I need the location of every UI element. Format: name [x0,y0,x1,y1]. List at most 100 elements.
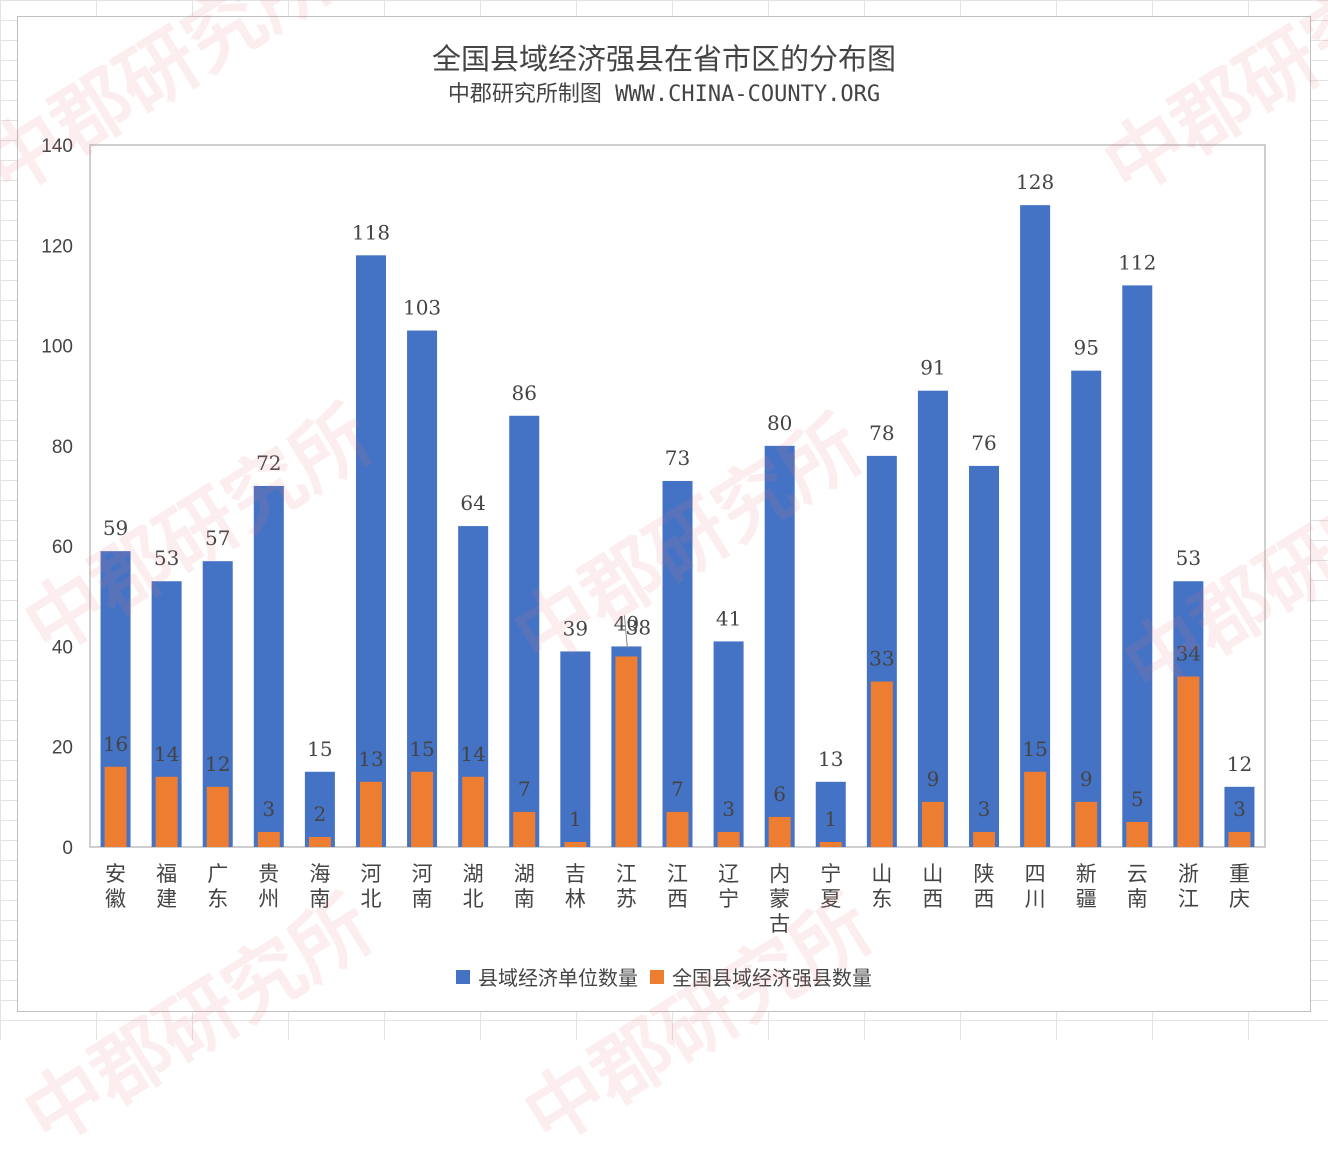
x-category-label: 吉林 [565,862,586,911]
bar-series-1 [662,480,693,847]
x-category-label: 安徽 [105,862,126,911]
data-label-series-1: 13 [818,747,843,771]
data-label-series-1: 15 [307,737,332,761]
x-category-label: 重庆 [1229,862,1250,911]
bar-series-2 [717,831,740,847]
data-label-series-2: 1 [569,807,582,831]
data-label-series-1: 53 [1176,546,1201,570]
legend-swatch-blue [456,969,470,984]
y-tick-label: 20 [52,738,73,759]
data-label-series-2: 6 [773,782,786,806]
bar-series-2 [615,656,638,847]
data-labels-layer: 5916531457127231521181310315641486739140… [103,170,1252,831]
x-category-label: 四川 [1025,862,1046,911]
y-tick-label: 120 [41,236,73,257]
bar-series-1 [1020,205,1051,847]
data-label-series-2: 3 [1233,797,1246,821]
y-tick-label: 60 [52,537,73,558]
bar-series-2 [1177,676,1200,847]
x-category-label: 新疆 [1076,862,1097,911]
chart-subtitle: 中郡研究所制图 WWW.CHINA-COUNTY.ORG [447,82,881,107]
legend-item-series-2[interactable]: 全国县域经济强县数量 [650,962,872,991]
bars-layer [100,205,1255,848]
data-label-series-1: 78 [869,421,894,445]
bar-series-2 [308,836,331,847]
data-label-series-2: 13 [358,747,383,771]
bar-series-2 [104,766,127,847]
y-tick-label: 100 [41,337,73,358]
x-category-label: 浙江 [1178,862,1199,911]
data-label-series-1: 39 [563,616,588,640]
bar-series-2 [513,811,536,847]
data-label-series-2: 7 [518,777,531,801]
x-category-label: 河南 [412,862,433,911]
data-label-series-1: 86 [512,381,537,405]
bar-series-1 [560,651,591,847]
data-label-series-2: 38 [626,615,651,639]
data-label-series-2: 14 [460,742,485,766]
legend-label-series-1: 县域经济单位数量 [478,966,638,990]
y-tick-label: 40 [52,637,73,658]
bar-series-1 [713,641,744,847]
chart-title: 全国县域经济强县在省市区的分布图 [431,42,896,76]
data-label-series-1: 59 [103,516,128,540]
bar-series-1 [969,465,1000,847]
bar-series-2 [921,801,944,847]
bar-series-2 [1024,771,1047,847]
chart-legend: 县域经济单位数量 全国县域经济强县数量 [0,962,1328,991]
data-label-series-2: 1 [824,807,837,831]
legend-swatch-orange [650,969,664,984]
bar-series-2 [768,816,791,847]
data-label-series-1: 95 [1073,336,1098,360]
x-category-label: 宁夏 [820,862,841,911]
bar-series-2 [564,841,587,847]
data-label-series-2: 14 [154,742,179,766]
axes-layer: 020406080100120140安徽福建广东贵州海南河北河南湖北湖南吉林江苏… [41,136,1266,936]
leader-line [623,615,628,649]
bar-series-2 [870,681,893,847]
legend-item-series-1[interactable]: 县域经济单位数量 [456,962,638,991]
bar-series-2 [1228,831,1251,847]
bar-series-2 [666,811,689,847]
data-label-series-1: 40 [614,611,639,635]
data-label-series-1: 80 [767,411,792,435]
data-label-series-2: 2 [314,802,327,826]
x-category-label: 山东 [871,862,892,911]
bar-series-2 [819,841,842,847]
data-label-series-1: 12 [1227,752,1252,776]
bar-series-2 [206,786,229,847]
bar-chart: 020406080100120140安徽福建广东贵州海南河北河南湖北湖南吉林江苏… [41,136,1266,936]
data-label-series-2: 3 [722,797,735,821]
data-label-series-2: 3 [262,797,275,821]
bar-series-1 [815,781,846,847]
data-label-series-2: 33 [869,647,894,671]
x-category-label: 湖南 [514,862,535,911]
bar-series-2 [257,831,280,847]
x-category-label: 内蒙古 [769,862,790,936]
data-label-series-1: 73 [665,446,690,470]
data-label-series-1: 57 [205,526,230,550]
y-tick-label: 80 [52,437,73,458]
bar-series-1 [253,485,284,847]
x-category-label: 山西 [922,862,943,911]
data-label-series-1: 118 [352,220,390,244]
bar-series-1 [304,771,335,847]
x-category-label: 河北 [360,862,381,911]
data-label-series-1: 128 [1016,170,1054,194]
bar-series-2 [359,781,382,847]
data-label-series-1: 91 [920,356,945,380]
data-label-series-2: 34 [1176,642,1201,666]
bar-series-1 [764,445,795,847]
bar-series-2 [1126,821,1149,847]
data-label-series-1: 64 [460,491,485,515]
data-label-series-2: 3 [978,797,991,821]
bar-series-2 [462,776,485,847]
data-label-series-2: 9 [1080,767,1093,791]
x-category-label: 福建 [156,862,177,911]
data-label-series-1: 72 [256,451,281,475]
x-category-label: 湖北 [463,862,484,911]
data-label-series-1: 103 [403,296,441,320]
data-label-series-2: 16 [103,732,128,756]
y-tick-label: 140 [41,136,73,157]
x-category-label: 江苏 [616,862,637,911]
